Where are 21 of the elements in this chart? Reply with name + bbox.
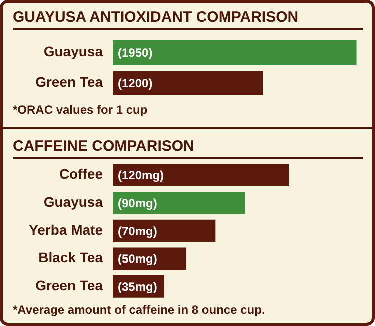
y-tick-label: Guayusa — [44, 194, 104, 210]
data-label: (70mg) — [118, 224, 158, 238]
data-label: (50mg) — [118, 252, 158, 266]
data-label: (1950) — [118, 46, 153, 60]
data-label: (120mg) — [118, 168, 164, 183]
y-tick-label: Black Tea — [38, 250, 104, 266]
bar — [113, 164, 289, 186]
y-tick-label: Green Tea — [36, 74, 104, 90]
bar — [113, 220, 216, 242]
y-tick-label: Green Tea — [36, 278, 104, 294]
text: *Average amount of caffeine in 8 ounce cup. — [13, 303, 266, 317]
data-label: (90mg) — [118, 196, 158, 210]
y-tick-label: Yerba Mate — [29, 222, 104, 238]
data-label: (35mg) — [118, 280, 158, 294]
data-label: (1200) — [118, 76, 153, 91]
chart-title: CAFFEINE COMPARISON — [13, 138, 363, 159]
chart-title: GUAYUSA ANTIOXIDANT COMPARISON — [13, 9, 363, 30]
text: *ORAC values for 1 cup — [13, 103, 148, 117]
bar — [113, 192, 245, 214]
y-tick-label: Coffee — [59, 166, 104, 182]
y-tick-label: Guayusa — [44, 44, 104, 60]
